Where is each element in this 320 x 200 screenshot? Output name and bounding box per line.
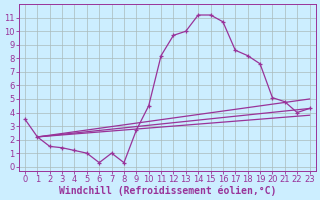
X-axis label: Windchill (Refroidissement éolien,°C): Windchill (Refroidissement éolien,°C) — [59, 185, 276, 196]
